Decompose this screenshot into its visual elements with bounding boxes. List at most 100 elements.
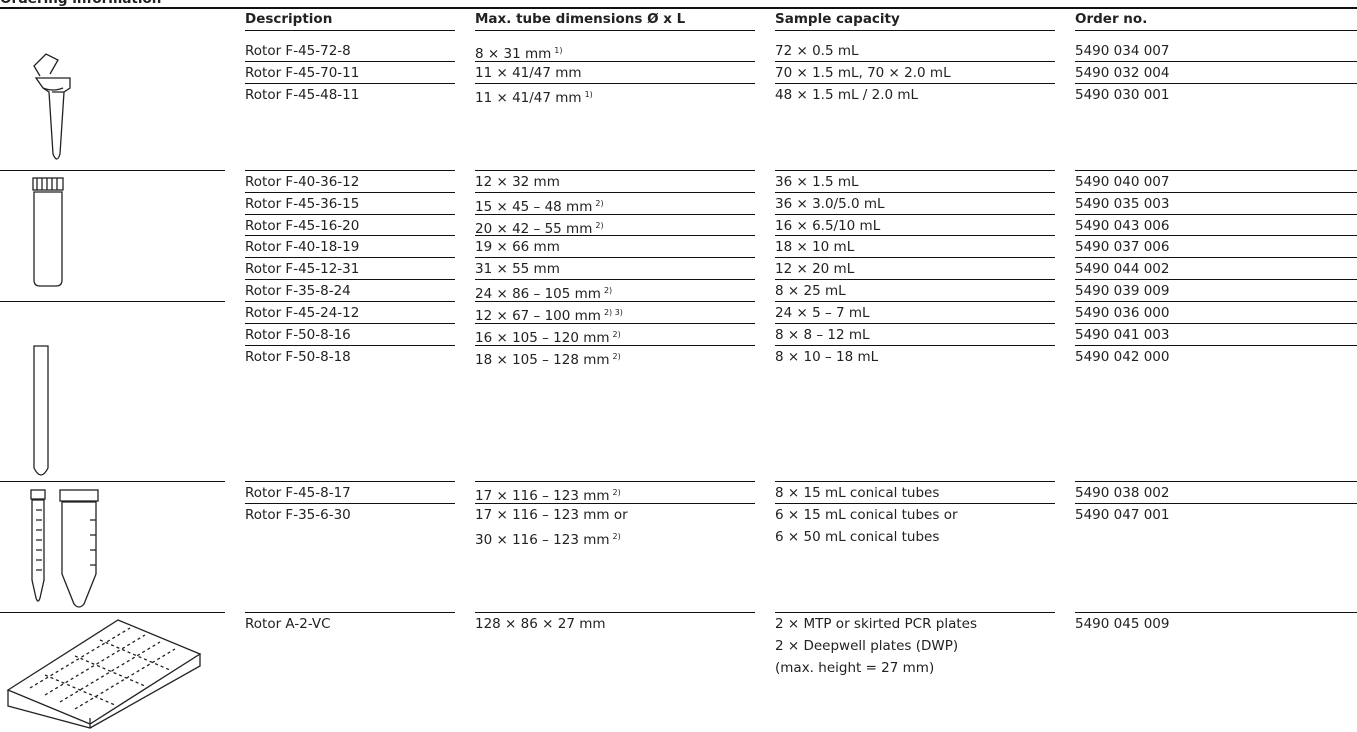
row-rule xyxy=(1075,192,1357,193)
row-rule xyxy=(775,170,1055,171)
row-rule xyxy=(1075,612,1357,613)
order-number: 5490 035 003 xyxy=(1075,195,1170,212)
footnote: 2) xyxy=(595,198,604,208)
capacity: 8 × 8 – 12 mL xyxy=(775,326,870,343)
capacity: 2 × Deepwell plates (DWP) xyxy=(775,638,959,654)
row-rule xyxy=(775,192,1055,193)
row-rule xyxy=(0,481,225,482)
row-rule xyxy=(475,257,755,258)
row-rule xyxy=(475,481,755,482)
description: Rotor F-45-24-12 xyxy=(245,305,360,321)
dimensions: 16 × 105 – 120 mm 2) xyxy=(475,329,621,346)
order-number: 5490 045 009 xyxy=(1075,616,1170,632)
row-rule xyxy=(1075,301,1357,302)
order-number: 5490 030 001 xyxy=(1075,86,1170,103)
row-rule xyxy=(775,481,1055,482)
dimensions: 17 × 116 – 123 mm or xyxy=(475,506,628,523)
row-rule xyxy=(1075,61,1357,62)
dimensions: 17 × 116 – 123 mm 2) xyxy=(475,488,621,504)
order-number: 5490 039 009 xyxy=(1075,283,1170,299)
row-rule xyxy=(1075,257,1357,258)
description: Rotor F-40-36-12 xyxy=(245,174,360,190)
row-rule xyxy=(1075,235,1357,236)
row-rule xyxy=(245,279,455,280)
row-rule xyxy=(475,612,755,613)
row-rule xyxy=(0,170,225,171)
description: Rotor F-45-8-17 xyxy=(245,485,351,501)
dimensions: 8 × 31 mm 1) xyxy=(475,46,563,62)
row-rule xyxy=(245,612,455,613)
column-header: Max. tube dimensions Ø x L xyxy=(475,11,686,27)
row-rule xyxy=(1075,323,1357,324)
footnote: 2) xyxy=(595,220,604,230)
footnote: 2) xyxy=(603,286,613,295)
row-rule xyxy=(245,83,455,84)
order-number: 5490 036 000 xyxy=(1075,305,1170,321)
row-rule xyxy=(775,279,1055,280)
row-rule xyxy=(475,214,755,215)
row-rule xyxy=(245,481,455,482)
capacity: 8 × 10 – 18 mL xyxy=(775,348,879,365)
description: Rotor F-35-8-24 xyxy=(245,283,351,299)
row-rule xyxy=(475,301,755,302)
row-rule xyxy=(775,83,1055,84)
capacity: 36 × 1.5 mL xyxy=(775,174,859,190)
description: Rotor F-50-8-16 xyxy=(245,326,351,343)
dimensions: 24 × 86 – 105 mm 2) xyxy=(475,286,613,302)
row-rule xyxy=(245,214,455,215)
dimensions: 15 × 45 – 48 mm 2) xyxy=(475,198,604,215)
row-rule xyxy=(245,301,455,302)
row-rule xyxy=(775,61,1055,62)
row-rule xyxy=(775,503,1055,504)
row-rule xyxy=(1075,503,1357,504)
capacity: 2 × MTP or skirted PCR plates xyxy=(775,616,977,632)
dimensions: 11 × 41/47 mm 1) xyxy=(475,89,593,106)
footnote: 2) xyxy=(612,351,621,361)
description: Rotor A-2-VC xyxy=(245,616,331,632)
dimensions: 30 × 116 – 123 mm 2) xyxy=(475,531,621,548)
capacity: 72 × 0.5 mL xyxy=(775,43,859,59)
description: Rotor F-45-72-8 xyxy=(245,43,351,59)
row-rule xyxy=(475,279,755,280)
row-rule xyxy=(775,257,1055,258)
row-rule xyxy=(775,301,1055,302)
row-rule xyxy=(475,192,755,193)
capacity: (max. height = 27 mm) xyxy=(775,660,935,676)
row-rule xyxy=(245,61,455,62)
footnote: 1) xyxy=(554,46,563,55)
row-rule xyxy=(1075,83,1357,84)
dimensions: 11 × 41/47 mm xyxy=(475,64,582,81)
row-rule xyxy=(1075,214,1357,215)
column-header: Order no. xyxy=(1075,11,1148,27)
row-rule xyxy=(0,612,225,613)
order-number: 5490 040 007 xyxy=(1075,174,1170,190)
capacity: 6 × 15 mL conical tubes or xyxy=(775,506,958,523)
row-rule xyxy=(775,612,1055,613)
order-number: 5490 044 002 xyxy=(1075,261,1170,278)
row-rule xyxy=(475,235,755,236)
row-rule xyxy=(775,214,1055,215)
row-rule xyxy=(245,345,455,346)
description: Rotor F-45-48-11 xyxy=(245,86,360,103)
order-number: 5490 038 002 xyxy=(1075,485,1170,501)
row-rule xyxy=(475,345,755,346)
description: Rotor F-45-36-15 xyxy=(245,195,360,212)
order-number: 5490 037 006 xyxy=(1075,239,1170,256)
row-rule xyxy=(475,170,755,171)
row-rule xyxy=(245,257,455,258)
row-rule xyxy=(475,61,755,62)
column-header: Description xyxy=(245,11,333,27)
row-rule xyxy=(1075,481,1357,482)
row-rule xyxy=(775,235,1055,236)
row-rule xyxy=(775,345,1055,346)
capacity: 12 × 20 mL xyxy=(775,261,855,278)
row-rule xyxy=(245,503,455,504)
row-rule xyxy=(1075,279,1357,280)
capacity: 36 × 3.0/5.0 mL xyxy=(775,195,885,212)
capacity: 8 × 15 mL conical tubes xyxy=(775,485,940,501)
order-number: 5490 032 004 xyxy=(1075,64,1170,81)
dimensions: 12 × 32 mm xyxy=(475,174,560,190)
row-rule xyxy=(245,30,455,31)
capacity: 70 × 1.5 mL, 70 × 2.0 mL xyxy=(775,64,951,81)
